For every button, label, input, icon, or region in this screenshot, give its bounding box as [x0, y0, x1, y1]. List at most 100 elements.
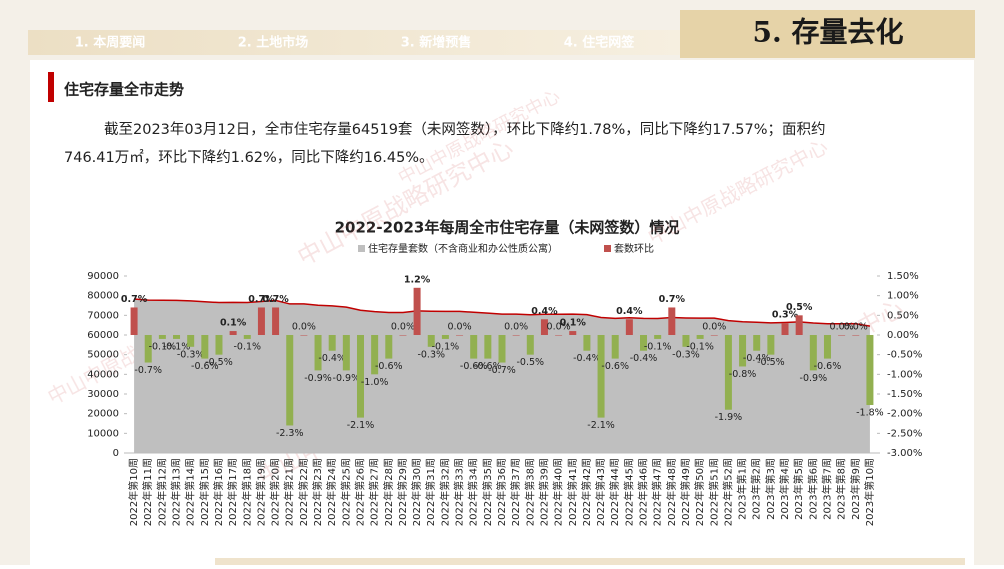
data-label: 0.0%	[504, 322, 528, 333]
tab-bar	[28, 30, 680, 55]
x-tick-label: 2022年第45周	[622, 458, 635, 526]
x-tick-label: 2022年第40周	[552, 458, 565, 526]
data-label: 0.0%	[391, 322, 415, 333]
x-tick-label: 2022年第27周	[368, 458, 381, 526]
x-tick-label: 2023年第9周	[849, 458, 862, 520]
x-tick-label: 2022年第48周	[665, 458, 678, 526]
bar	[201, 335, 209, 359]
x-tick-label: 2022年第22周	[297, 458, 310, 526]
section-title: 住宅存量全市走势	[64, 81, 184, 99]
data-label: -0.1%	[149, 341, 177, 352]
y2-tick-label: 0.00%	[887, 330, 919, 341]
x-tick-label: 2022年第11周	[141, 458, 154, 526]
bar	[470, 335, 478, 359]
data-label: -0.7%	[134, 365, 162, 376]
tab-label: 1. 本周要闻	[75, 35, 146, 51]
bar	[187, 335, 195, 347]
x-tick-label: 2022年第33周	[453, 458, 466, 526]
data-label: 0.4%	[531, 306, 558, 317]
x-tick-label: 2023年第10周	[863, 458, 876, 526]
y-tick-label: 60000	[87, 330, 119, 341]
x-tick-label: 2023年第6周	[806, 458, 819, 520]
bar	[852, 335, 860, 336]
y2-tick-label: -2.00%	[887, 409, 922, 420]
y2-tick-label: 0.50%	[887, 310, 919, 321]
data-label: 0.0%	[547, 322, 571, 333]
legend-swatch	[604, 245, 611, 252]
y2-tick-label: 1.50%	[887, 271, 919, 282]
legend-swatch	[358, 245, 365, 252]
x-tick-label: 2022年第43周	[594, 458, 607, 526]
bar	[456, 335, 464, 336]
bar	[710, 335, 718, 336]
bar	[823, 335, 831, 359]
paragraph-line: 746.41万㎡，环比下降约1.62%，同比下降约16.45%。	[64, 149, 434, 166]
bar	[866, 335, 874, 406]
bar	[654, 335, 662, 339]
tab-label: 4. 住宅网签	[564, 35, 636, 51]
data-label: -0.4%	[630, 353, 658, 364]
data-label: -2.1%	[587, 420, 615, 431]
data-label: 0.1%	[560, 318, 587, 329]
data-label: -0.6%	[375, 361, 403, 372]
data-label: -0.7%	[488, 365, 516, 376]
y2-tick-label: 1.00%	[887, 291, 919, 302]
data-label: -2.3%	[276, 428, 304, 439]
y2-tick-label: -0.50%	[887, 350, 922, 361]
x-tick-label: 2023年第3周	[764, 458, 777, 520]
x-tick-label: 2022年第39周	[537, 458, 550, 526]
data-label: 0.3%	[772, 310, 799, 321]
bar	[257, 307, 265, 335]
data-label: 0.7%	[659, 294, 686, 305]
bar	[753, 335, 761, 351]
data-label: 0.0%	[702, 322, 726, 333]
y-tick-label: 20000	[87, 409, 119, 420]
data-label: -0.6%	[474, 361, 502, 372]
data-label: 0.7%	[121, 294, 148, 305]
x-tick-label: 2022年第14周	[184, 458, 197, 526]
x-tick-label: 2022年第16周	[212, 458, 225, 526]
bar	[399, 335, 407, 336]
bar	[356, 335, 364, 418]
bar	[130, 307, 138, 335]
bar	[371, 335, 379, 375]
bar	[498, 335, 506, 363]
x-tick-label: 2022年第15周	[198, 458, 211, 526]
y-tick-label: 10000	[87, 428, 119, 439]
x-tick-label: 2022年第29周	[396, 458, 409, 526]
x-tick-label: 2022年第17周	[226, 458, 239, 526]
x-tick-label: 2022年第13周	[170, 458, 183, 526]
footer-band	[215, 558, 965, 565]
bar	[625, 319, 633, 335]
y-tick-label: 30000	[87, 389, 119, 400]
data-label: -0.6%	[814, 361, 842, 372]
data-label: -0.3%	[417, 349, 445, 360]
bar	[173, 335, 181, 339]
data-label: -0.8%	[729, 369, 757, 380]
x-tick-label: 2022年第30周	[410, 458, 423, 526]
y-tick-label: 40000	[87, 369, 119, 380]
x-tick-label: 2022年第51周	[707, 458, 720, 526]
y-tick-label: 90000	[87, 271, 119, 282]
x-tick-label: 2022年第12周	[155, 458, 168, 526]
bar	[540, 319, 548, 335]
x-tick-label: 2022年第10周	[127, 458, 140, 526]
x-tick-label: 2022年第38周	[523, 458, 536, 526]
bar	[795, 315, 803, 335]
y2-tick-label: -3.00%	[887, 448, 922, 459]
x-tick-label: 2022年第44周	[608, 458, 621, 526]
x-tick-label: 2022年第36周	[495, 458, 508, 526]
data-label: -0.3%	[672, 349, 700, 360]
bar	[739, 335, 747, 367]
data-label: -0.6%	[460, 361, 488, 372]
data-label: -0.5%	[757, 357, 785, 368]
bar	[215, 335, 223, 355]
x-tick-label: 2022年第32周	[438, 458, 451, 526]
x-tick-label: 2023年第5周	[792, 458, 805, 520]
bar	[158, 335, 166, 339]
bar	[640, 335, 648, 351]
data-label: -2.1%	[347, 420, 375, 431]
x-tick-label: 2022年第46周	[637, 458, 650, 526]
data-label: 0.5%	[786, 302, 813, 313]
x-tick-label: 2023年第7周	[820, 458, 833, 520]
